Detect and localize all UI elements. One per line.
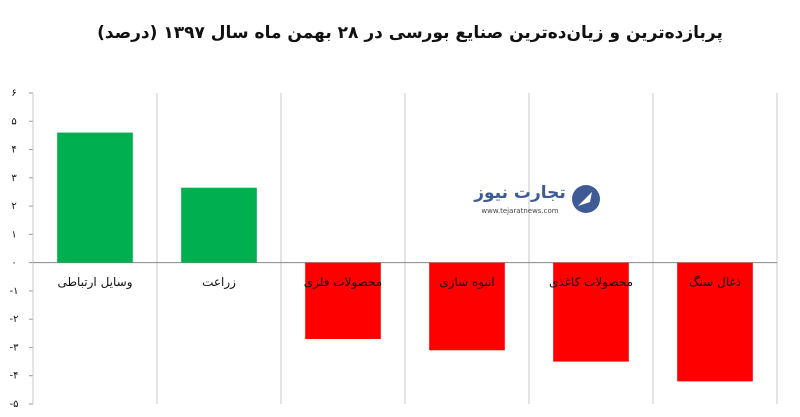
watermark-name: تجارت نیوز	[473, 183, 566, 203]
y-tick-label: -۴	[10, 371, 19, 382]
y-tick-label: ۲	[11, 201, 16, 212]
bar	[181, 187, 257, 263]
y-tick-label: -۵	[10, 399, 19, 410]
x-tick-label: انبوه سازی	[439, 275, 495, 290]
x-tick-label: ذغال سنگ	[689, 275, 741, 289]
y-tick-label: ۱	[11, 229, 16, 240]
y-tick-label: ۴	[11, 145, 16, 156]
y-tick-label: ۶	[11, 88, 16, 99]
x-tick-label: وسایل ارتباطی	[57, 275, 132, 290]
y-tick-label: -۱	[10, 286, 19, 297]
logo-arrow	[578, 192, 592, 206]
bar	[553, 262, 629, 362]
y-tick-label: -۳	[10, 342, 20, 353]
x-tick-label: زراعت	[202, 275, 236, 290]
y-tick-label: -۲	[10, 314, 19, 325]
y-tick-label: ۰	[11, 258, 16, 269]
y-tick-label: ۵	[11, 116, 16, 127]
y-tick-label: ۳	[11, 173, 17, 184]
bar	[677, 262, 753, 382]
chart-title: پربازده‌ترین و زیان‌ده‌ترین صنایع بورسی …	[97, 23, 723, 43]
bar	[57, 132, 133, 263]
x-tick-label: محصولات فلزی	[304, 275, 382, 290]
watermark-url: www.tejaratnews.com	[481, 207, 558, 215]
bar	[429, 262, 505, 351]
bar	[305, 262, 381, 339]
x-tick-label: محصولات کاغذی	[549, 275, 633, 290]
watermark: تجارت نیوز www.tejaratnews.com	[473, 183, 600, 215]
